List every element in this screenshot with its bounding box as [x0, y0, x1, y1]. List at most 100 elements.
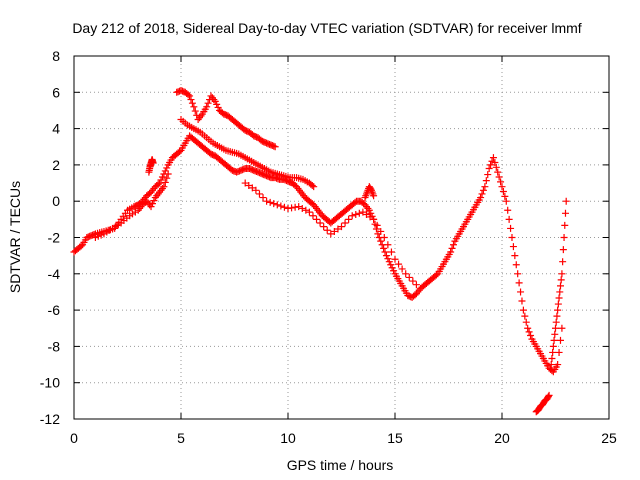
data-point: [241, 179, 249, 187]
y-tick-label: 6: [52, 84, 60, 100]
series-lower-branch: [177, 116, 318, 191]
data-point: [395, 260, 403, 268]
data-point: [163, 164, 171, 172]
data-point: [518, 297, 526, 305]
data-point: [549, 348, 557, 356]
data-point: [370, 192, 378, 200]
data-point: [367, 185, 375, 193]
data-point: [341, 219, 349, 227]
data-point: [559, 258, 567, 266]
data-point: [511, 252, 519, 260]
data-point: [316, 219, 324, 227]
data-point: [384, 255, 392, 263]
data-point: [148, 200, 156, 208]
data-point: [90, 230, 98, 238]
data-point: [556, 336, 564, 344]
data-point: [551, 330, 559, 338]
data-points: [70, 86, 570, 416]
data-point: [248, 184, 256, 192]
data-point: [497, 178, 505, 186]
data-point: [558, 270, 566, 278]
data-point: [477, 194, 485, 202]
data-point: [554, 300, 562, 308]
data-point: [448, 244, 456, 252]
data-point: [557, 276, 565, 284]
data-point: [203, 103, 211, 111]
data-point: [398, 265, 406, 273]
data-point: [552, 318, 560, 326]
series-rise-23: [547, 197, 570, 369]
data-point: [305, 208, 313, 216]
data-point: [384, 241, 392, 249]
data-point: [560, 234, 568, 241]
data-point: [527, 332, 535, 340]
data-point: [547, 361, 555, 369]
data-point: [204, 99, 212, 107]
data-point: [370, 215, 378, 223]
data-point: [549, 342, 557, 350]
data-point: [367, 209, 375, 217]
data-point: [432, 271, 440, 279]
y-tick-label: -2: [48, 230, 61, 246]
series-upper-branch: [173, 86, 279, 151]
data-point: [489, 154, 497, 162]
y-tick-label: 4: [52, 121, 60, 137]
data-point: [545, 391, 553, 399]
data-point: [327, 230, 335, 238]
data-point: [298, 204, 306, 212]
data-point: [190, 103, 198, 111]
data-point: [479, 186, 487, 194]
data-point: [478, 190, 486, 198]
data-point: [380, 234, 388, 241]
x-axis-label: GPS time / hours: [287, 457, 394, 473]
data-point: [512, 261, 520, 269]
data-point: [494, 168, 502, 176]
data-point: [277, 202, 285, 210]
data-point: [548, 355, 556, 362]
data-point: [320, 223, 328, 231]
data-point: [186, 92, 194, 100]
data-point: [380, 244, 388, 252]
data-point: [561, 221, 569, 229]
data-point: [554, 306, 562, 314]
data-point: [555, 348, 563, 356]
series-mid-branch: [241, 179, 420, 289]
x-tick-label: 10: [280, 430, 296, 446]
data-point: [525, 328, 533, 336]
data-point: [447, 248, 455, 256]
data-point: [187, 96, 195, 104]
data-point: [273, 201, 281, 209]
x-tick-label: 5: [177, 430, 185, 446]
data-point: [295, 203, 303, 211]
data-point: [385, 258, 393, 266]
data-point: [284, 204, 292, 212]
x-tick-label: 25: [601, 430, 617, 446]
data-point: [377, 227, 385, 235]
data-point: [259, 194, 267, 202]
data-point: [160, 183, 168, 191]
series-spike-3.5: [145, 155, 157, 176]
data-point: [482, 177, 490, 185]
data-point: [263, 197, 271, 205]
data-point: [484, 171, 492, 179]
series-late-tail: [532, 391, 553, 416]
y-tick-label: 2: [52, 157, 60, 173]
data-point: [495, 173, 503, 181]
data-point: [184, 91, 192, 99]
y-tick-label: -4: [48, 266, 61, 282]
data-point: [514, 270, 522, 278]
data-point: [164, 170, 172, 178]
data-point: [147, 203, 155, 211]
data-point: [499, 188, 507, 196]
data-point: [524, 324, 532, 332]
data-point: [504, 206, 512, 214]
data-point: [352, 211, 360, 219]
data-point: [366, 213, 374, 221]
data-point: [449, 241, 457, 249]
data-point: [390, 267, 398, 275]
data-point: [509, 243, 517, 251]
data-point: [161, 178, 169, 186]
series-spike-14: [361, 183, 378, 202]
data-point: [508, 234, 516, 241]
